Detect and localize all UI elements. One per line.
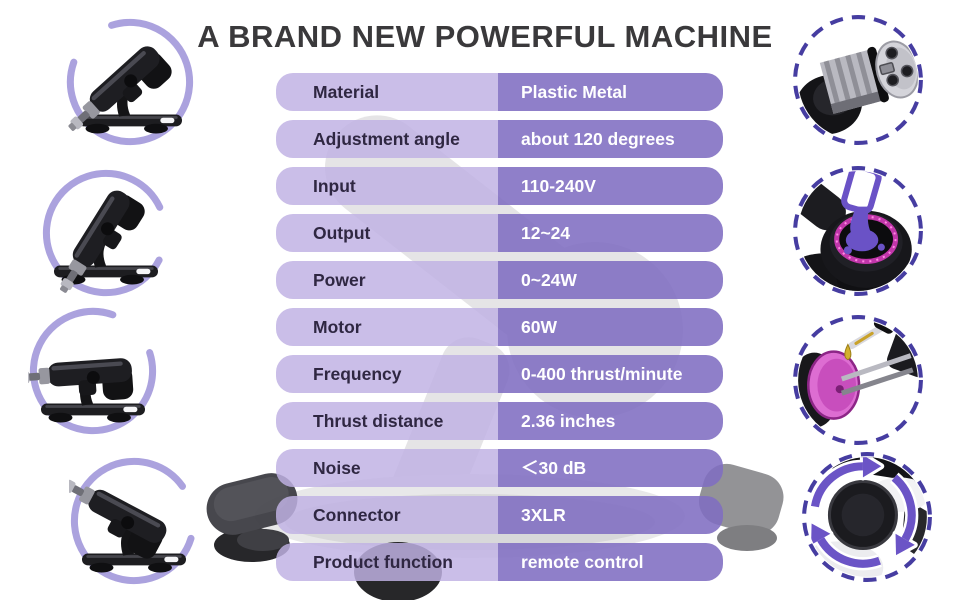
spec-row-power: Power 0~24W xyxy=(276,261,723,299)
spec-label: Input xyxy=(276,167,498,205)
spec-label: Output xyxy=(276,214,498,252)
spec-row-thrust-distance: Thrust distance 2.36 inches xyxy=(276,402,723,440)
remote-pad-photo xyxy=(206,473,298,562)
spec-value: remote control xyxy=(498,543,723,581)
spec-label: Connector xyxy=(276,496,498,534)
spec-label: Material xyxy=(276,73,498,111)
spec-label: Product function xyxy=(276,543,498,581)
spec-value: 2.36 inches xyxy=(498,402,723,440)
spec-label: Thrust distance xyxy=(276,402,498,440)
spec-row-output: Output 12~24 xyxy=(276,214,723,252)
spec-row-input: Input 110-240V xyxy=(276,167,723,205)
spec-row-motor: Motor 60W xyxy=(276,308,723,346)
rotating-knob-arrows-icon xyxy=(798,448,936,586)
page-title: A BRAND NEW POWERFUL MACHINE xyxy=(197,19,773,54)
spec-label: Motor xyxy=(276,308,498,346)
spec-label: Frequency xyxy=(276,355,498,393)
spec-value: 3XLR xyxy=(498,496,723,534)
spec-table: Material Plastic Metal Adjustment angle … xyxy=(276,73,723,590)
machine-pose-tilt-up-icon xyxy=(41,168,171,298)
spec-value: 0~24W xyxy=(498,261,723,299)
spec-row-material: Material Plastic Metal xyxy=(276,73,723,111)
spec-value: 12~24 xyxy=(498,214,723,252)
spec-row-adjustment-angle: Adjustment angle about 120 degrees xyxy=(276,120,723,158)
spec-label: Noise xyxy=(276,449,498,487)
machine-pose-horizontal-icon xyxy=(28,306,158,436)
machine-pose-steep-up-icon xyxy=(65,17,195,147)
spec-row-product-function: Product function remote control xyxy=(276,543,723,581)
spec-value: Plastic Metal xyxy=(498,73,723,111)
spec-label: Adjustment angle xyxy=(276,120,498,158)
machine-pose-tilt-down-icon xyxy=(69,456,199,586)
spec-value: 0-400 thrust/minute xyxy=(498,355,723,393)
spec-row-frequency: Frequency 0-400 thrust/minute xyxy=(276,355,723,393)
spec-value: 60W xyxy=(498,308,723,346)
spec-value: about 120 degrees xyxy=(498,120,723,158)
spec-value: ＜30 dB xyxy=(498,449,723,487)
lubricant-pour-knob-icon xyxy=(789,162,927,300)
oil-dropper-rod-icon xyxy=(789,311,927,449)
spec-value: 110-240V xyxy=(498,167,723,205)
spec-row-connector: Connector 3XLR xyxy=(276,496,723,534)
xlr-connector-icon xyxy=(789,11,927,149)
spec-row-noise: Noise ＜30 dB xyxy=(276,449,723,487)
spec-label: Power xyxy=(276,261,498,299)
